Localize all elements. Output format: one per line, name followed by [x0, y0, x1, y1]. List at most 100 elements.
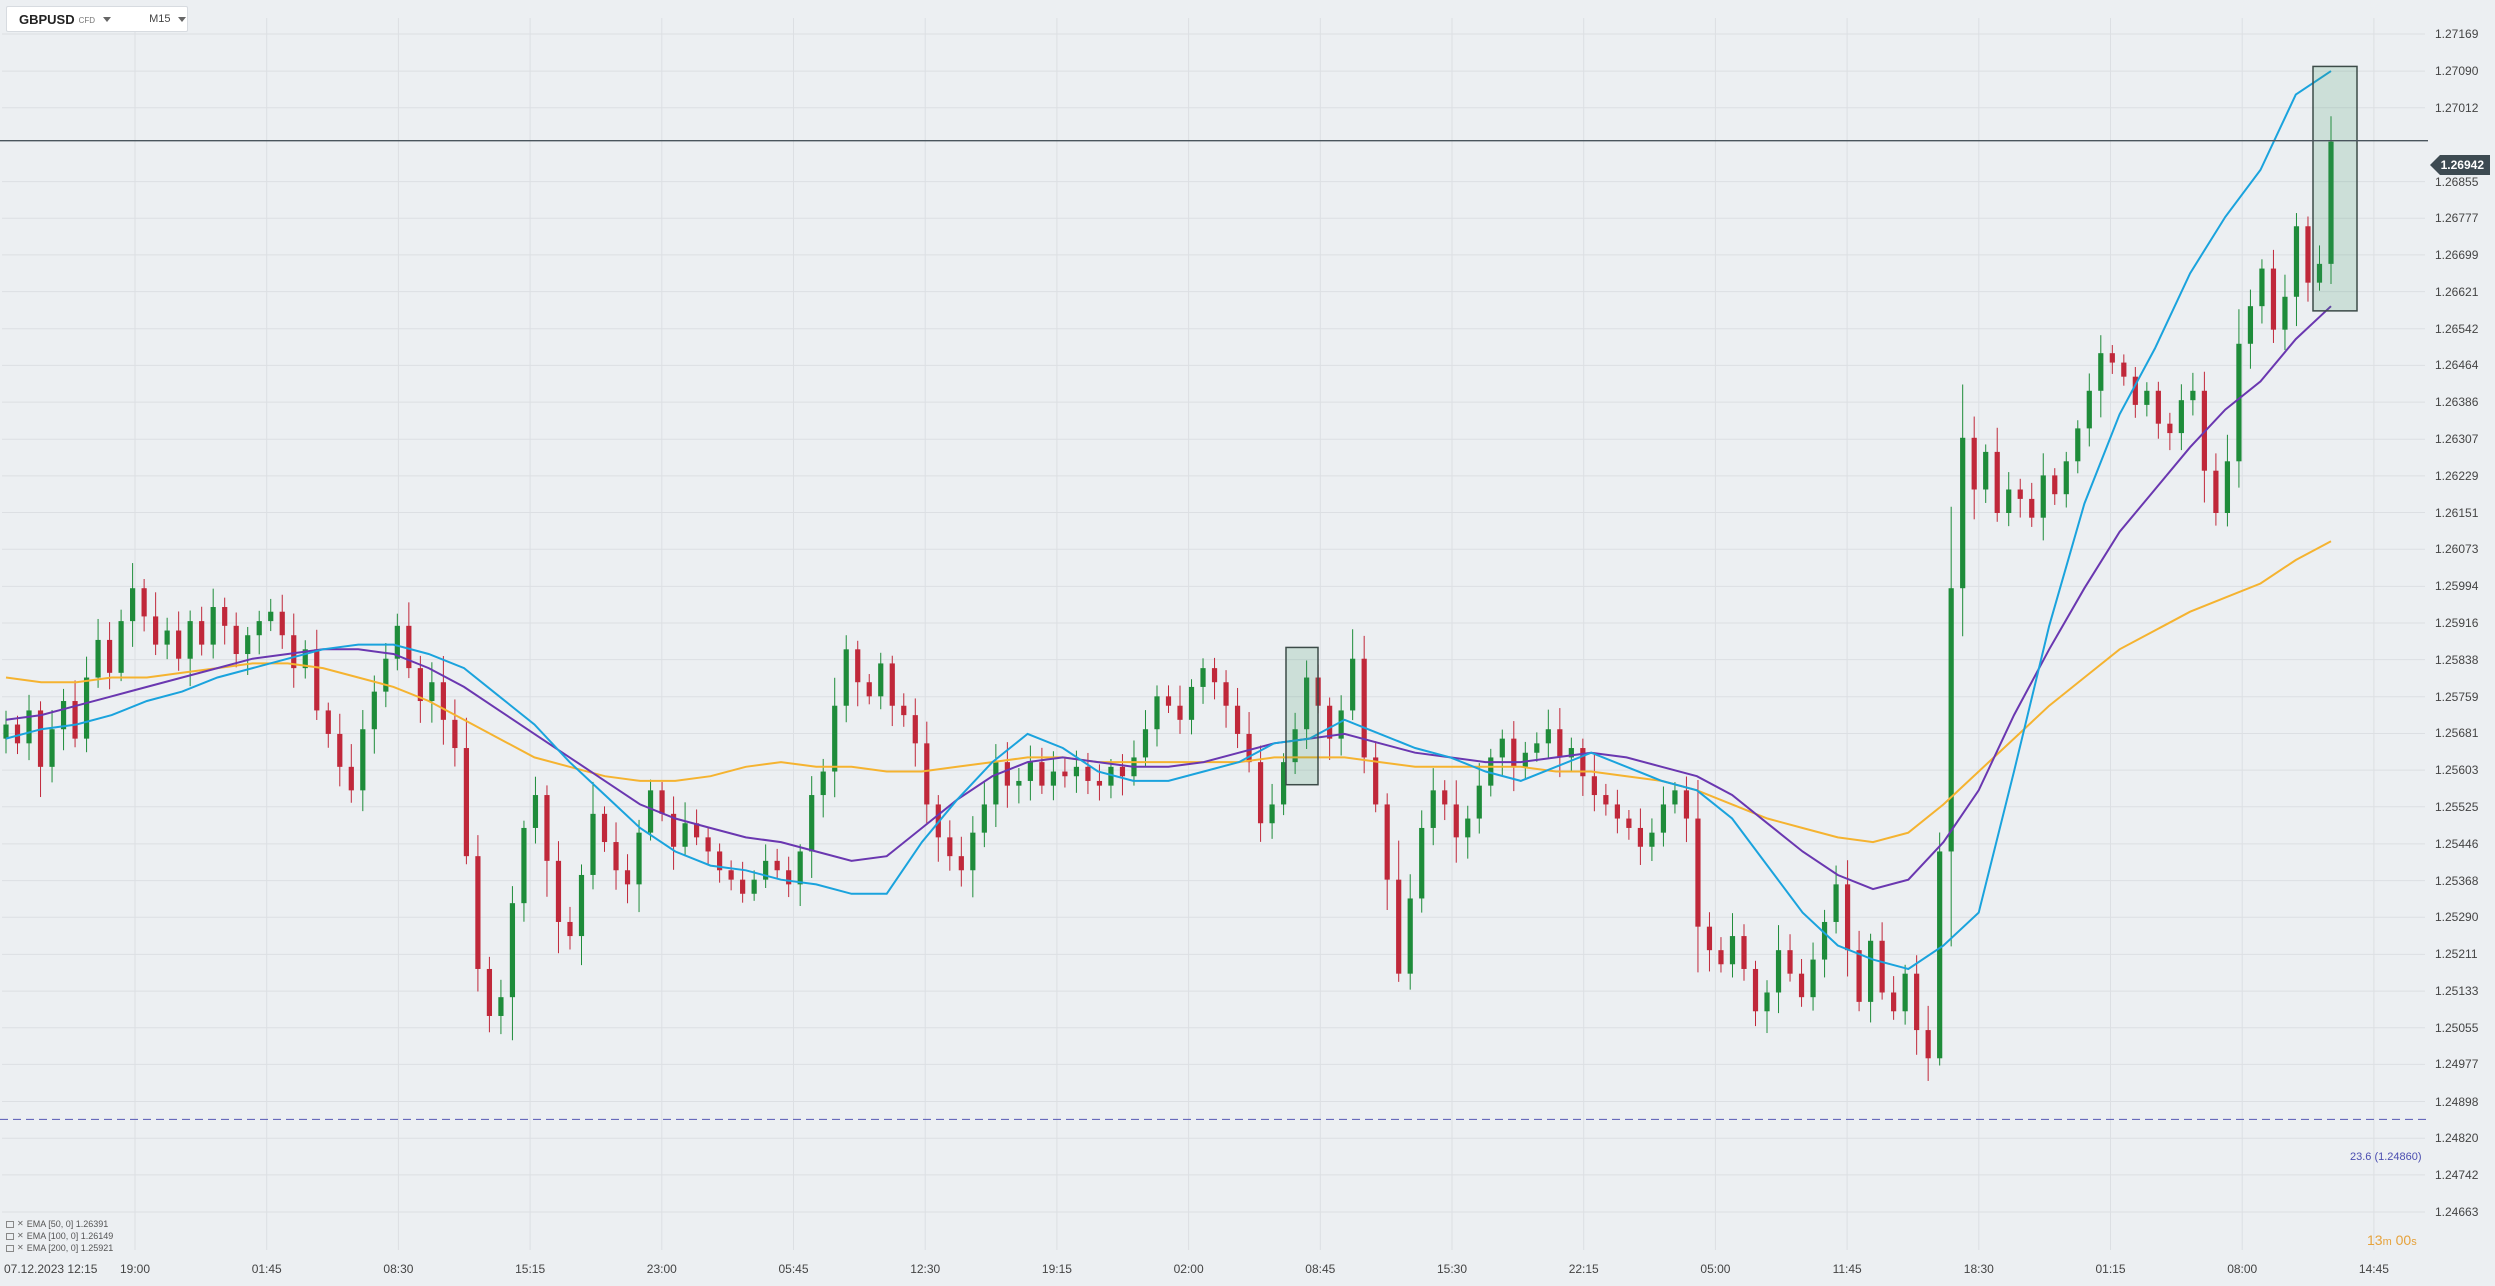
candle-body — [498, 997, 504, 1016]
candle-body — [3, 724, 9, 739]
candle-body — [2236, 343, 2242, 462]
candle-body — [1177, 705, 1183, 720]
candle-body — [1499, 738, 1505, 758]
grid — [2, 18, 2425, 1250]
fibonacci-level-label[interactable]: 23.6 (1.24860) — [2350, 1151, 2422, 1163]
candle-body — [1280, 762, 1287, 805]
candle-body — [348, 766, 354, 791]
candle-body — [2316, 263, 2323, 283]
candle-body — [1787, 950, 1793, 974]
ema-200-line — [5, 540, 2332, 844]
price-tick-label: 1.25681 — [2435, 726, 2479, 741]
candle-body — [578, 874, 585, 937]
candle-body — [866, 682, 872, 697]
candle-body — [1419, 827, 1425, 899]
candle-body — [912, 715, 918, 744]
candle-body — [1718, 950, 1724, 965]
candle-body — [1626, 818, 1632, 828]
price-tick-label: 1.26073 — [2435, 542, 2479, 557]
candle-body — [1396, 879, 1402, 974]
candle-body — [1257, 762, 1264, 824]
price-tick-label: 1.24977 — [2435, 1057, 2479, 1072]
price-tick-label: 1.24742 — [2435, 1167, 2479, 1182]
time-tick-label: 12:30 — [910, 1262, 941, 1276]
time-tick-label: 08:45 — [1305, 1262, 1336, 1276]
symbol-name: GBPUSD — [19, 11, 75, 27]
candle-body — [1004, 762, 1010, 786]
settings-icon[interactable] — [6, 1220, 14, 1228]
price-tick-label: 1.27169 — [2435, 27, 2479, 41]
candle-body — [2155, 390, 2161, 424]
candle-body — [786, 870, 792, 885]
legend-label: EMA [100, 0] 1.26149 — [26, 1231, 114, 1241]
candle-body — [475, 856, 481, 969]
candle-body — [2132, 376, 2138, 405]
legend-label: EMA [200, 0] 1.25921 — [26, 1243, 114, 1253]
candle-body — [2282, 296, 2288, 330]
current-price-badge: 1.26942 — [2430, 155, 2490, 175]
candle-body — [878, 663, 884, 697]
candle-body — [1741, 936, 1747, 969]
candle-body — [1027, 762, 1033, 781]
candle-body — [947, 837, 953, 857]
candle-body — [1637, 827, 1644, 847]
time-tick-label: 14:45 — [2358, 1262, 2389, 1276]
candle-body — [1304, 677, 1310, 730]
candle-body — [1683, 790, 1690, 819]
close-icon[interactable]: ✕ — [17, 1219, 24, 1228]
candle-body — [406, 625, 412, 669]
chevron-down-icon[interactable] — [103, 16, 112, 22]
candle-body — [83, 677, 90, 739]
time-tick-label: 15:30 — [1437, 1262, 1468, 1276]
candle-body — [49, 729, 55, 767]
legend-item-ema-200[interactable]: ✕ EMA [200, 0] 1.25921 — [6, 1242, 113, 1254]
time-tick-label: 05:00 — [1700, 1262, 1731, 1276]
candle-body — [521, 827, 527, 904]
legend-item-ema-100[interactable]: ✕ EMA [100, 0] 1.26149 — [6, 1230, 113, 1242]
price-tick-label: 1.25759 — [2435, 689, 2479, 704]
candle-body — [1591, 776, 1597, 796]
candle-body — [268, 611, 274, 622]
price-tick-label: 1.25916 — [2435, 616, 2479, 630]
price-tick-label: 1.24820 — [2435, 1131, 2479, 1146]
candle-body — [1775, 950, 1782, 993]
candle-body — [1568, 748, 1574, 758]
candle-body — [1384, 804, 1390, 880]
settings-icon[interactable] — [6, 1244, 14, 1252]
symbol-selector[interactable]: GBPUSD CFD M15 — [6, 6, 188, 32]
candle-body — [1223, 682, 1229, 706]
candle-body — [544, 795, 550, 861]
highlight-box — [1285, 646, 1319, 786]
candle-body — [1373, 757, 1379, 805]
candle-body — [1983, 451, 1989, 490]
candle-body — [1511, 738, 1517, 767]
candle-body — [1211, 668, 1218, 683]
candle-body — [2167, 423, 2173, 434]
candle-body — [1050, 771, 1057, 786]
candle-body — [291, 635, 297, 669]
candle-body — [1200, 668, 1206, 687]
candle-body — [440, 682, 446, 720]
candle-body — [832, 705, 838, 772]
candle-body — [1879, 940, 1885, 993]
close-icon[interactable]: ✕ — [17, 1243, 24, 1252]
chevron-down-icon[interactable] — [178, 16, 187, 22]
indicator-legend: ✕ EMA [50, 0] 1.26391 ✕ EMA [100, 0] 1.2… — [6, 1218, 113, 1254]
time-tick-label: 23:00 — [646, 1262, 677, 1276]
candle-body — [682, 823, 688, 847]
candle-body — [751, 879, 757, 894]
candle-body — [1350, 658, 1356, 711]
candle-body — [1534, 743, 1540, 753]
legend-item-ema-50[interactable]: ✕ EMA [50, 0] 1.26391 — [6, 1218, 113, 1230]
candle-body — [1246, 733, 1252, 763]
settings-icon[interactable] — [6, 1232, 14, 1240]
timeframe-selector[interactable]: M15 — [149, 13, 187, 25]
time-tick-label: 08:30 — [383, 1262, 414, 1276]
candle-body — [1234, 705, 1241, 734]
candle-body — [1844, 884, 1851, 951]
candle-body — [2259, 268, 2265, 307]
candle-body — [1868, 940, 1874, 1002]
close-icon[interactable]: ✕ — [17, 1231, 24, 1240]
